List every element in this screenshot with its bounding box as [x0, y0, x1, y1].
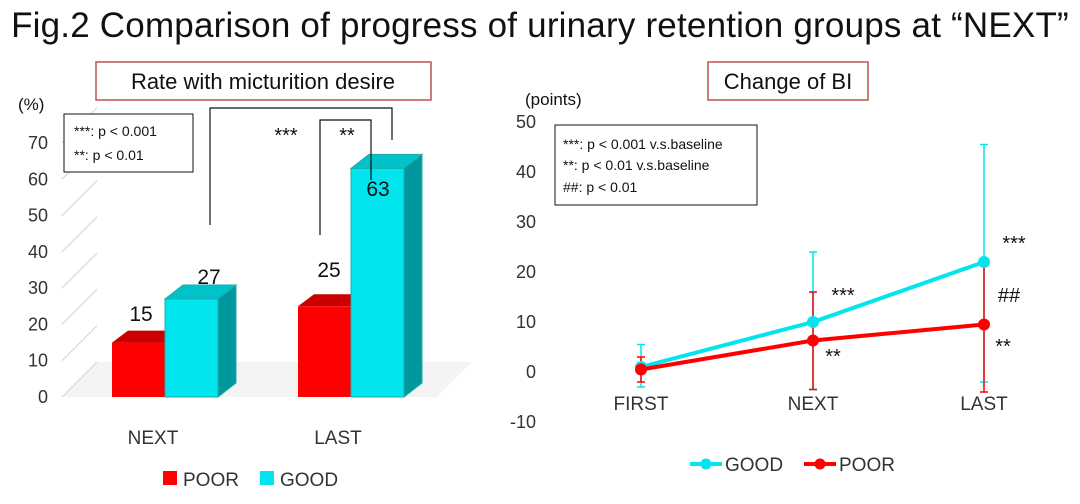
line-x-tick-label: LAST: [960, 394, 1008, 415]
bar-significance-between-periods: ***: [274, 125, 298, 147]
line-point-good: [978, 256, 990, 268]
bar-depth-line: [61, 289, 98, 325]
bar-significance: *** **: [209, 107, 393, 235]
bar-x-axis-ticks: NEXT LAST: [128, 428, 362, 449]
line-y-tick-label: 50: [516, 112, 536, 132]
line-y-axis-ticks: -10 0 10 20 30 40 50: [510, 112, 536, 432]
line-y-axis-label: (points): [525, 90, 582, 109]
bar-x-tick-label: NEXT: [128, 428, 179, 449]
line-annotation-line: ***: p < 0.001 v.s.baseline: [563, 136, 723, 152]
bar-top-poor: [298, 294, 367, 307]
bar-y-tick-label: 60: [28, 169, 48, 189]
bar-y-tick-label: 0: [38, 387, 48, 407]
legend-marker-poor: [814, 458, 826, 470]
line-significance-mark: ***: [1002, 233, 1026, 255]
figure-title: Fig.2 Comparison of progress of urinary …: [11, 6, 1069, 45]
bar-poor: [112, 342, 165, 397]
line-chart: Change of BI (points) -10 0 10 20 30 40 50 FIR…: [510, 61, 1026, 476]
line-chart-title-box: [707, 61, 869, 101]
line-x-axis-ticks: FIRST NEXT LAST: [614, 394, 1009, 415]
line-x-tick-label: FIRST: [614, 394, 669, 415]
bar-significance-within-last: **: [339, 125, 355, 147]
bar-depth-line: [61, 180, 98, 216]
bar-y-axis-label: (%): [18, 95, 44, 114]
bar-bracket-between-periods: [209, 107, 393, 225]
bar-chart-title: Rate with micturition desire: [131, 69, 395, 94]
bar-top-poor: [112, 330, 181, 343]
bar-chart: Rate with micturition desire (%) 0 10 20 30…: [18, 61, 472, 491]
legend-label-good: GOOD: [280, 470, 338, 491]
bar-data-label: 15: [129, 303, 152, 326]
bar-depth-line: [61, 252, 98, 289]
line-point-good: [807, 316, 819, 328]
line-y-tick-label: 0: [526, 362, 536, 382]
bar-y-tick-label: 50: [28, 206, 48, 226]
bar-series: [112, 153, 424, 399]
line-y-tick-label: 10: [516, 312, 536, 332]
bar-side-good: [217, 284, 237, 399]
line-annotation-line: ##: p < 0.01: [563, 179, 638, 195]
line-legend: GOOD POOR: [690, 455, 895, 476]
line-point-poor: [978, 318, 990, 331]
bar-bracket-within-last: [319, 119, 372, 235]
bar-side-good: [403, 153, 423, 399]
line-annotation-box: [554, 124, 758, 206]
legend-label-poor: POOR: [839, 455, 895, 476]
bar-y-tick-label: 40: [28, 242, 48, 262]
bar-y-tick-label: 70: [28, 133, 48, 153]
line-significance-mark: **: [825, 346, 841, 368]
bar-good: [350, 167, 405, 398]
legend-label-good: GOOD: [725, 455, 783, 476]
bar-annotation-line: **: p < 0.01: [74, 147, 144, 163]
bar-depth-line: [61, 361, 98, 398]
line-annotation-line: **: p < 0.01 v.s.baseline: [563, 157, 710, 173]
bar-y-tick-label: 30: [28, 278, 48, 298]
line-significance-mark: **: [995, 336, 1011, 358]
bar-y-axis-ticks: 0 10 20 30 40 50 60 70: [28, 133, 48, 407]
legend-label-poor: POOR: [183, 470, 239, 491]
line-significance-mark: ***: [831, 285, 855, 307]
line-y-tick-label: 30: [516, 212, 536, 232]
line-between-group-mark: ##: [998, 285, 1021, 307]
line-point-poor: [635, 363, 647, 376]
bar-annotation-line: ***: p < 0.001: [74, 123, 157, 139]
legend-swatch-good: [260, 471, 274, 485]
legend-marker-good: [700, 458, 712, 470]
bar-good: [164, 298, 219, 398]
bar-depth-line: [61, 325, 98, 362]
line-chart-title: Change of BI: [724, 69, 852, 94]
bar-annotation-box: [63, 113, 194, 173]
bar-data-label: 63: [366, 178, 389, 201]
bar-poor: [298, 306, 351, 397]
line-y-tick-label: -10: [510, 412, 536, 432]
bar-y-tick-label: 20: [28, 314, 48, 334]
line-series: [635, 143, 990, 393]
bar-depth-line: [61, 216, 98, 253]
bar-data-labels: 15 25 27 63: [129, 178, 389, 326]
legend-swatch-poor: [163, 471, 177, 485]
bar-data-label: 25: [317, 259, 340, 282]
bar-y-tick-label: 10: [28, 351, 48, 371]
bar-x-tick-label: LAST: [314, 428, 362, 449]
line-y-tick-label: 40: [516, 162, 536, 182]
bar-legend: POOR GOOD: [163, 470, 338, 491]
line-significance: ******** **##: [825, 233, 1026, 368]
bar-data-label: 27: [197, 266, 220, 289]
line-y-tick-label: 20: [516, 262, 536, 282]
line-point-poor: [807, 334, 819, 347]
line-x-tick-label: NEXT: [788, 394, 839, 415]
bar-chart-title-box: [95, 61, 432, 101]
